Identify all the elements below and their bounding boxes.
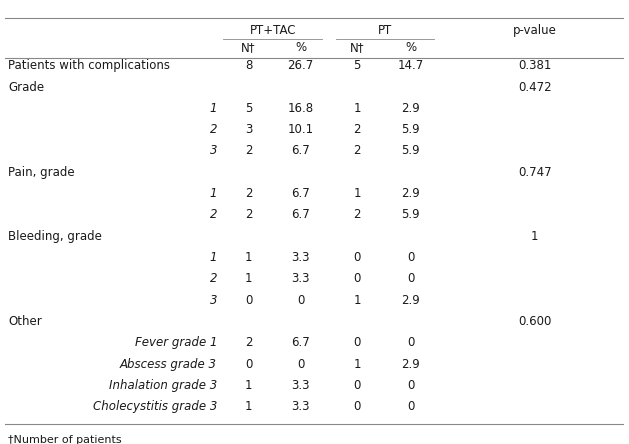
Text: Inhalation grade 3: Inhalation grade 3: [109, 379, 217, 392]
Text: 2.9: 2.9: [401, 187, 420, 200]
Text: 2: 2: [245, 144, 252, 158]
Text: 2: 2: [353, 144, 361, 158]
Text: 0: 0: [245, 357, 252, 371]
Text: 0.472: 0.472: [518, 80, 552, 94]
Text: 0.747: 0.747: [518, 166, 552, 179]
Text: 2: 2: [353, 123, 361, 136]
Text: 1: 1: [245, 379, 252, 392]
Text: 2: 2: [209, 272, 217, 285]
Text: 1: 1: [245, 400, 252, 413]
Text: 0: 0: [353, 379, 361, 392]
Text: 26.7: 26.7: [287, 59, 314, 72]
Text: 0: 0: [353, 251, 361, 264]
Text: 3: 3: [209, 144, 217, 158]
Text: 5.9: 5.9: [401, 144, 420, 158]
Text: 6.7: 6.7: [291, 208, 310, 222]
Text: 0: 0: [297, 357, 304, 371]
Text: p-value: p-value: [513, 24, 557, 37]
Text: 3.3: 3.3: [291, 379, 310, 392]
Text: 0: 0: [353, 272, 361, 285]
Text: 2: 2: [353, 208, 361, 222]
Text: 0.600: 0.600: [518, 315, 552, 328]
Text: 1: 1: [353, 187, 361, 200]
Text: 2: 2: [209, 208, 217, 222]
Text: 0: 0: [407, 379, 415, 392]
Text: PT: PT: [378, 24, 392, 37]
Text: 16.8: 16.8: [287, 102, 314, 115]
Text: 2: 2: [245, 336, 252, 349]
Text: 0: 0: [407, 251, 415, 264]
Text: Bleeding, grade: Bleeding, grade: [8, 230, 102, 243]
Text: 2: 2: [245, 187, 252, 200]
Text: 3.3: 3.3: [291, 272, 310, 285]
Text: 3.3: 3.3: [291, 251, 310, 264]
Text: †Number of patients: †Number of patients: [8, 435, 122, 444]
Text: 2.9: 2.9: [401, 102, 420, 115]
Text: PT+TAC: PT+TAC: [250, 24, 296, 37]
Text: 5: 5: [245, 102, 252, 115]
Text: Cholecystitis grade 3: Cholecystitis grade 3: [92, 400, 217, 413]
Text: 3: 3: [209, 293, 217, 307]
Text: 0: 0: [407, 336, 415, 349]
Text: N†: N†: [241, 41, 256, 55]
Text: 2: 2: [245, 208, 252, 222]
Text: 1: 1: [531, 230, 538, 243]
Text: 0: 0: [297, 293, 304, 307]
Text: 6.7: 6.7: [291, 144, 310, 158]
Text: 6.7: 6.7: [291, 336, 310, 349]
Text: 1: 1: [353, 102, 361, 115]
Text: 0: 0: [407, 400, 415, 413]
Text: 0: 0: [245, 293, 252, 307]
Text: N†: N†: [350, 41, 365, 55]
Text: 1: 1: [353, 357, 361, 371]
Text: Fever grade 1: Fever grade 1: [135, 336, 217, 349]
Text: 1: 1: [245, 272, 252, 285]
Text: 5.9: 5.9: [401, 123, 420, 136]
Text: 3.3: 3.3: [291, 400, 310, 413]
Text: 5.9: 5.9: [401, 208, 420, 222]
Text: 5: 5: [353, 59, 361, 72]
Text: 2.9: 2.9: [401, 293, 420, 307]
Text: 8: 8: [245, 59, 252, 72]
Text: 3: 3: [245, 123, 252, 136]
Text: Patients with complications: Patients with complications: [8, 59, 170, 72]
Text: Abscess grade 3: Abscess grade 3: [120, 357, 217, 371]
Text: 10.1: 10.1: [287, 123, 314, 136]
Text: 2.9: 2.9: [401, 357, 420, 371]
Text: 1: 1: [209, 187, 217, 200]
Text: 0: 0: [353, 400, 361, 413]
Text: 1: 1: [245, 251, 252, 264]
Text: 14.7: 14.7: [398, 59, 424, 72]
Text: %: %: [405, 41, 416, 55]
Text: 6.7: 6.7: [291, 187, 310, 200]
Text: Other: Other: [8, 315, 42, 328]
Text: Grade: Grade: [8, 80, 44, 94]
Text: 1: 1: [209, 102, 217, 115]
Text: Pain, grade: Pain, grade: [8, 166, 75, 179]
Text: 1: 1: [209, 251, 217, 264]
Text: 0: 0: [353, 336, 361, 349]
Text: 0: 0: [407, 272, 415, 285]
Text: 0.381: 0.381: [518, 59, 552, 72]
Text: 2: 2: [209, 123, 217, 136]
Text: 1: 1: [353, 293, 361, 307]
Text: %: %: [295, 41, 306, 55]
